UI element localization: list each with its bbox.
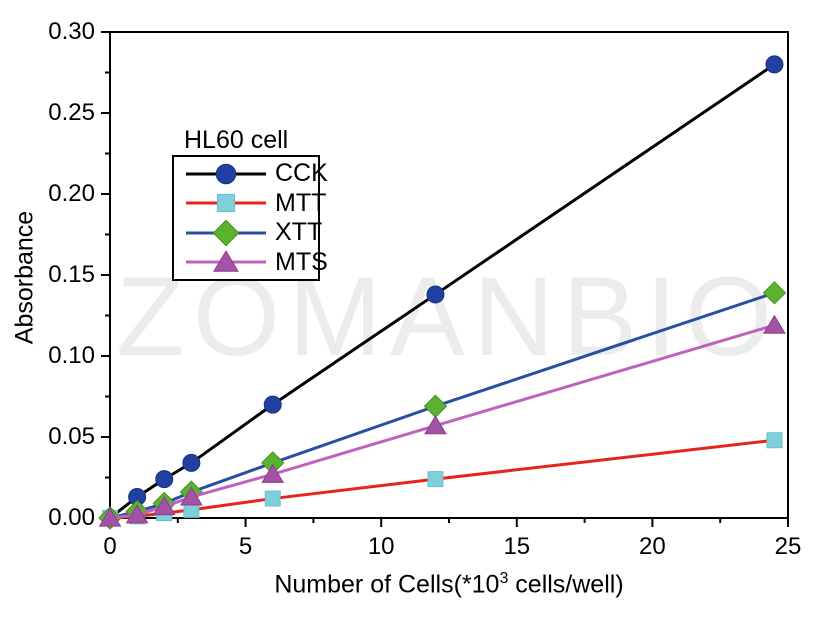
legend-label: MTS bbox=[275, 247, 328, 276]
series-MTS-point bbox=[261, 463, 285, 483]
series-MTT-point bbox=[766, 432, 783, 449]
x-axis-label-suffix: cells/well) bbox=[508, 570, 624, 599]
x-tick-label: 10 bbox=[367, 533, 395, 560]
x-axis-label-prefix: Number of Cells(*10 bbox=[274, 570, 500, 599]
series-MTS-point bbox=[424, 415, 447, 435]
y-tick-label: 0.30 bbox=[48, 18, 95, 45]
plot-frame bbox=[109, 31, 789, 519]
legend-entry-XTT: XTT bbox=[184, 218, 322, 247]
series-CCK-point bbox=[765, 55, 784, 74]
x-tick-label: 25 bbox=[774, 533, 802, 560]
x-tick-label: 0 bbox=[103, 533, 117, 560]
legend-sample-MTS bbox=[186, 250, 266, 273]
y-tick-label: 0.05 bbox=[48, 423, 95, 450]
x-axis-label: Number of Cells(*103 cells/well) bbox=[110, 570, 788, 599]
series-MTS-point bbox=[98, 507, 122, 527]
triangle-marker bbox=[213, 250, 239, 273]
legend-label: CCK bbox=[275, 159, 328, 188]
legend-entry-MTS: MTS bbox=[184, 248, 328, 277]
series-MTS-point bbox=[179, 486, 203, 506]
x-axis-label-superscript: 3 bbox=[499, 570, 509, 587]
series-CCK-point bbox=[182, 453, 201, 472]
circle-marker bbox=[215, 163, 237, 185]
series-MTT-point bbox=[427, 471, 444, 488]
legend-title: HL60 cell bbox=[184, 126, 289, 154]
series-MTS-line bbox=[109, 323, 775, 520]
y-tick-label: 0.10 bbox=[48, 342, 95, 369]
series-MTS-point bbox=[763, 314, 786, 334]
x-tick-label: 20 bbox=[639, 533, 666, 560]
series-MTT-point bbox=[264, 490, 281, 507]
series-MTS-point bbox=[152, 496, 176, 516]
series-CCK-point bbox=[155, 470, 174, 489]
x-tick-label: 15 bbox=[503, 533, 531, 560]
legend-entry-CCK: CCK bbox=[184, 159, 328, 188]
legend-entry-MTT: MTT bbox=[184, 189, 326, 218]
y-tick-label: 0.25 bbox=[48, 99, 95, 126]
series-CCK-point bbox=[426, 285, 445, 304]
x-tick-label: 5 bbox=[238, 533, 253, 560]
square-marker bbox=[216, 194, 236, 213]
legend-label: MTT bbox=[275, 188, 327, 217]
y-tick-label: 0.00 bbox=[48, 504, 95, 531]
legend-sample-MTT bbox=[186, 194, 266, 213]
diamond-marker bbox=[212, 219, 240, 247]
legend-sample-CCK bbox=[186, 163, 266, 185]
legend-sample-XTT bbox=[186, 219, 266, 247]
series-XTT-point bbox=[762, 281, 787, 305]
y-tick-label: 0.20 bbox=[48, 180, 95, 207]
series-MTS-point bbox=[125, 504, 149, 524]
legend-label: XTT bbox=[275, 218, 323, 247]
y-tick-label: 0.15 bbox=[48, 261, 95, 288]
series-XTT-point bbox=[423, 394, 448, 418]
legend-box: CCK MTT XTT MTS bbox=[172, 155, 328, 281]
series-CCK-point bbox=[263, 395, 282, 414]
